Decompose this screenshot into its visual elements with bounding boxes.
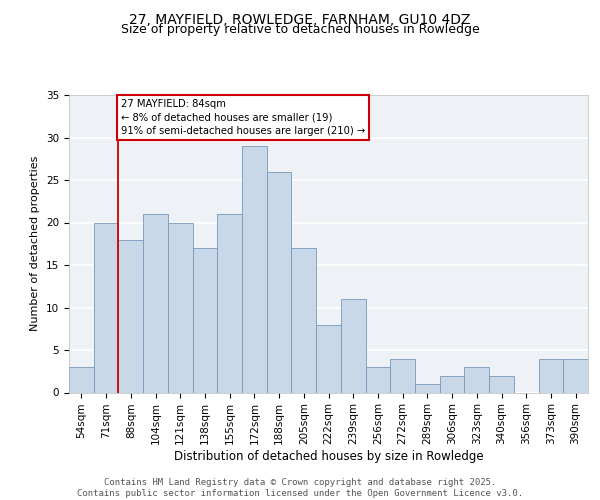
Bar xyxy=(217,214,242,392)
Bar xyxy=(143,214,168,392)
Bar xyxy=(563,358,588,392)
Bar xyxy=(464,367,489,392)
Bar xyxy=(365,367,390,392)
Bar xyxy=(539,358,563,392)
Bar xyxy=(69,367,94,392)
Bar xyxy=(193,248,217,392)
Text: 27, MAYFIELD, ROWLEDGE, FARNHAM, GU10 4DZ: 27, MAYFIELD, ROWLEDGE, FARNHAM, GU10 4D… xyxy=(129,12,471,26)
Bar xyxy=(415,384,440,392)
X-axis label: Distribution of detached houses by size in Rowledge: Distribution of detached houses by size … xyxy=(173,450,484,463)
Bar xyxy=(440,376,464,392)
Bar xyxy=(316,324,341,392)
Bar xyxy=(94,222,118,392)
Text: Size of property relative to detached houses in Rowledge: Size of property relative to detached ho… xyxy=(121,24,479,36)
Bar xyxy=(341,299,365,392)
Bar xyxy=(267,172,292,392)
Bar xyxy=(168,222,193,392)
Text: 27 MAYFIELD: 84sqm
← 8% of detached houses are smaller (19)
91% of semi-detached: 27 MAYFIELD: 84sqm ← 8% of detached hous… xyxy=(121,100,365,136)
Bar xyxy=(118,240,143,392)
Y-axis label: Number of detached properties: Number of detached properties xyxy=(31,156,40,332)
Bar xyxy=(489,376,514,392)
Text: Contains HM Land Registry data © Crown copyright and database right 2025.
Contai: Contains HM Land Registry data © Crown c… xyxy=(77,478,523,498)
Bar xyxy=(242,146,267,392)
Bar xyxy=(292,248,316,392)
Bar xyxy=(390,358,415,392)
